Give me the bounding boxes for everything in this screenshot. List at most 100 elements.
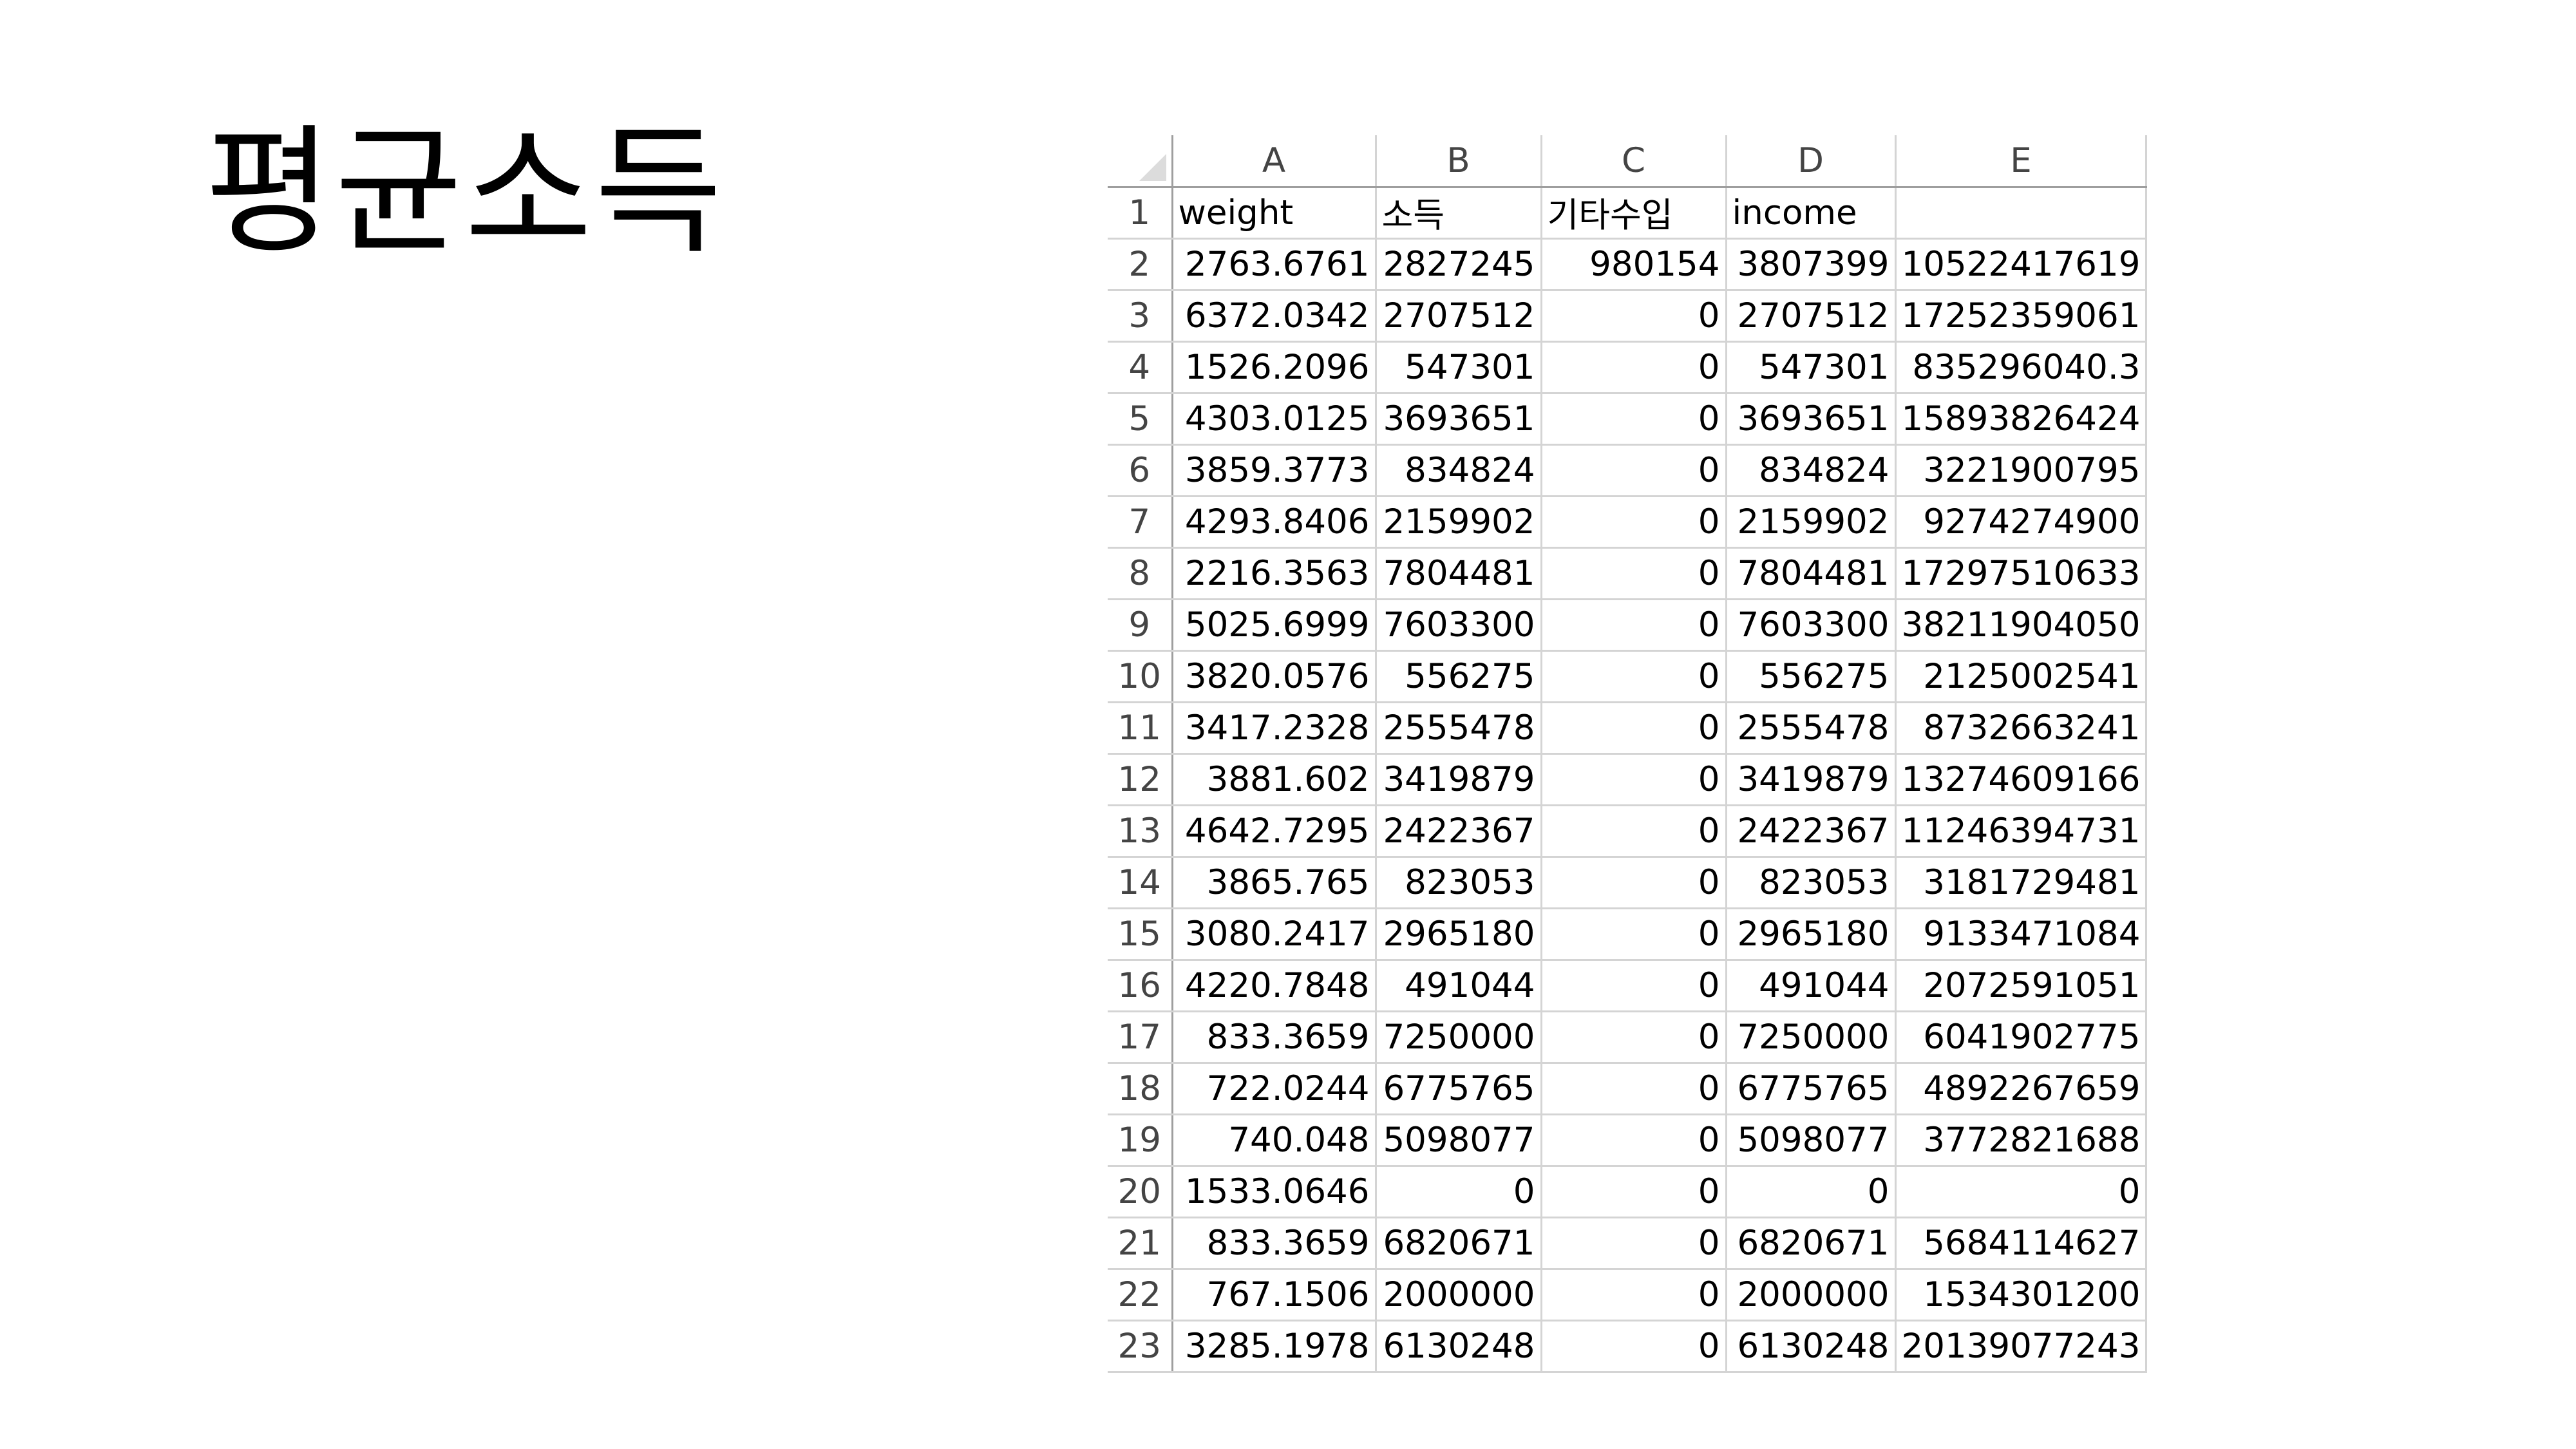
cell-d: 3807399 [1726,238,1897,291]
cell-e: 17252359061 [1895,290,2148,343]
cell-d: 2159902 [1726,496,1897,549]
cell-c: 0 [1541,960,1727,1012]
cell-b: 0 [1376,1166,1542,1218]
table-row: 22 767.1506 2000000 0 2000000 1534301200 [1108,1269,2148,1321]
cell-a: 4303.0125 [1172,393,1377,446]
cell-d: 6820671 [1726,1217,1897,1270]
cell-d: 834824 [1726,444,1897,497]
table-row: 17 833.3659 7250000 0 7250000 6041902775 [1108,1011,2148,1064]
row-number: 9 [1108,599,1173,652]
row-number: 18 [1108,1063,1173,1115]
cell-c: 0 [1541,444,1727,497]
cell-c: 0 [1541,1063,1727,1115]
table-row: 5 4303.0125 3693651 0 3693651 15893826424 [1108,393,2148,446]
table-row: 3 6372.0342 2707512 0 2707512 17252359061 [1108,290,2148,343]
column-header-d: D [1726,135,1897,188]
cell-b: 2422367 [1376,805,1542,858]
row-number: 13 [1108,805,1173,858]
cell-e: 9274274900 [1895,496,2148,549]
cell-d: 491044 [1726,960,1897,1012]
row-number: 2 [1108,238,1173,291]
row-number: 1 [1108,187,1173,240]
row-number: 12 [1108,753,1173,806]
cell-d: 2965180 [1726,908,1897,961]
cell-d: 2000000 [1726,1269,1897,1321]
cell-e: 38211904050 [1895,599,2148,652]
cell-b: 3693651 [1376,393,1542,446]
cell-b: 2000000 [1376,1269,1542,1321]
cell-d: 5098077 [1726,1114,1897,1167]
cell-b: 823053 [1376,857,1542,909]
table-row: 10 3820.0576 556275 0 556275 2125002541 [1108,650,2148,703]
cell-c: 0 [1541,1320,1727,1373]
cell-a: 4293.8406 [1172,496,1377,549]
column-header-b: B [1376,135,1542,188]
select-all-triangle-icon [1139,153,1166,181]
cell-d: 7804481 [1726,547,1897,600]
cell-e: 6041902775 [1895,1011,2148,1064]
cell-e: 11246394731 [1895,805,2148,858]
header-data-row: 1 weight 소득 기타수입 income [1108,187,2148,240]
cell-c: 0 [1541,1166,1727,1218]
row-number: 3 [1108,290,1173,343]
cell-e: 3772821688 [1895,1114,2148,1167]
table-row: 15 3080.2417 2965180 0 2965180 9133471084 [1108,908,2148,961]
cell-d: 3693651 [1726,393,1897,446]
table-row: 16 4220.7848 491044 0 491044 2072591051 [1108,960,2148,1012]
cell-b: 3419879 [1376,753,1542,806]
cell-b: 6130248 [1376,1320,1542,1373]
row-number: 22 [1108,1269,1173,1321]
cell-c: 기타수입 [1541,187,1727,240]
slide-title: 평균소득 [205,111,725,272]
cell-d: 0 [1726,1166,1897,1218]
cell-a: 740.048 [1172,1114,1377,1167]
cell-d: 6130248 [1726,1320,1897,1373]
cell-a: 1526.2096 [1172,341,1377,394]
row-number: 6 [1108,444,1173,497]
row-number: 14 [1108,857,1173,909]
cell-a: 4220.7848 [1172,960,1377,1012]
cell-e: 9133471084 [1895,908,2148,961]
cell-a: 2216.3563 [1172,547,1377,600]
column-header-a: A [1172,135,1377,188]
cell-e: 8732663241 [1895,702,2148,755]
row-number: 16 [1108,960,1173,1012]
cell-b: 2707512 [1376,290,1542,343]
row-number: 8 [1108,547,1173,600]
cell-a: 3865.765 [1172,857,1377,909]
cell-d: 556275 [1726,650,1897,703]
cell-c: 0 [1541,1114,1727,1167]
cell-e: 1534301200 [1895,1269,2148,1321]
cell-c: 0 [1541,908,1727,961]
cell-a: 2763.6761 [1172,238,1377,291]
cell-e: 10522417619 [1895,238,2148,291]
cell-e: 15893826424 [1895,393,2148,446]
cell-a: 833.3659 [1172,1011,1377,1064]
row-number: 17 [1108,1011,1173,1064]
table-row: 8 2216.3563 7804481 0 7804481 17297510633 [1108,547,2148,600]
cell-c: 0 [1541,753,1727,806]
cell-b: 2827245 [1376,238,1542,291]
cell-b: 7804481 [1376,547,1542,600]
cell-b: 5098077 [1376,1114,1542,1167]
cell-c: 0 [1541,650,1727,703]
cell-d: 3419879 [1726,753,1897,806]
cell-a: 4642.7295 [1172,805,1377,858]
cell-a: 767.1506 [1172,1269,1377,1321]
cell-c: 980154 [1541,238,1727,291]
row-number: 21 [1108,1217,1173,1270]
table-row: 18 722.0244 6775765 0 6775765 4892267659 [1108,1063,2148,1115]
cell-b: 2965180 [1376,908,1542,961]
cell-d: income [1726,187,1897,240]
cell-b: 7603300 [1376,599,1542,652]
row-number: 5 [1108,393,1173,446]
table-row: 9 5025.6999 7603300 0 7603300 38211904050 [1108,599,2148,652]
cell-c: 0 [1541,547,1727,600]
table-row: 13 4642.7295 2422367 0 2422367 11246394731 [1108,805,2148,858]
row-number: 4 [1108,341,1173,394]
cell-d: 547301 [1726,341,1897,394]
cell-b: 2555478 [1376,702,1542,755]
table-row: 20 1533.0646 0 0 0 0 [1108,1166,2148,1218]
